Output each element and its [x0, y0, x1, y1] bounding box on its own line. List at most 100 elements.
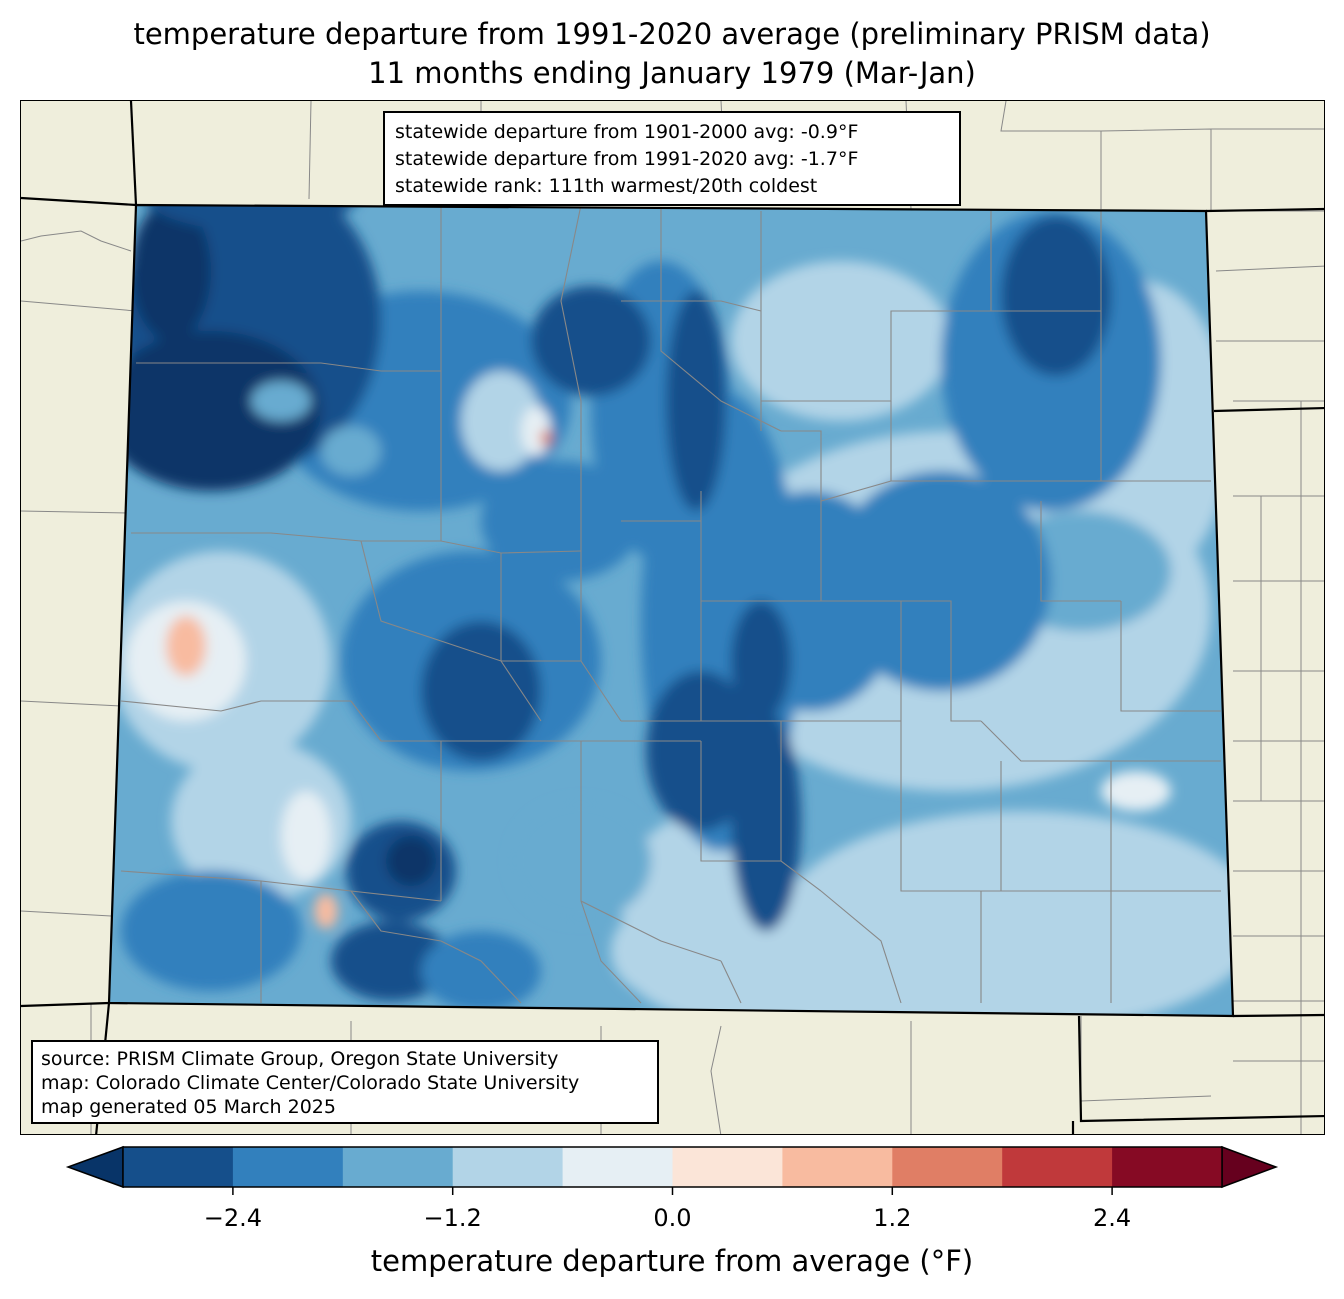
contour-blob [666, 291, 726, 511]
neighbor-county-line [1080, 1016, 1212, 1102]
contour-blob [731, 711, 801, 931]
neighbor-county-line [1000, 101, 1102, 209]
county-line [621, 300, 762, 312]
county-line [1120, 601, 1221, 712]
stats-rank: statewide rank: 111th warmest/20th colde… [395, 175, 818, 197]
statewide-stats-box: statewide departure from 1901-2000 avg: … [383, 111, 961, 206]
colorbar-segment [452, 1147, 564, 1187]
contour-blob [481, 461, 641, 581]
colorbar-segment [562, 1147, 673, 1187]
contour-blob [461, 371, 541, 471]
colorbar-segment [1002, 1147, 1113, 1187]
stats-departure-1991-2020: statewide departure from 1991-2020 avg: … [395, 148, 859, 170]
neighbor-county-line [710, 1025, 722, 1134]
neighbor-county-boundaries [21, 101, 1324, 1134]
county-line [580, 900, 642, 1004]
contour-blob [1001, 216, 1111, 376]
county-line [580, 551, 622, 722]
map-subtitle: 11 months ending January 1979 (Mar-Jan) [368, 56, 976, 90]
county-line [980, 720, 1221, 762]
county-line [820, 890, 902, 1004]
neighbor-county-line [308, 101, 312, 200]
county-line [360, 540, 581, 662]
neighbor-county-line [1215, 265, 1324, 272]
source-credits-box: source: PRISM Climate Group, Oregon Stat… [31, 1040, 659, 1124]
contour-blob [251, 381, 311, 421]
colorbar-segment [342, 1147, 454, 1187]
contour-blob [166, 616, 206, 676]
state-line [129, 101, 138, 206]
colorbar-tick-label: 2.4 [1093, 1204, 1131, 1232]
contour-blob [321, 426, 381, 476]
colorbar-tick-label: −1.2 [424, 1204, 482, 1232]
state-boundaries [21, 101, 1324, 1134]
state-line [1213, 406, 1324, 413]
colorbar-over-extension [1221, 1145, 1279, 1189]
state-line [1232, 1013, 1324, 1018]
neighbor-county-line [21, 300, 137, 312]
map-credit-line: map: Colorado Climate Center/Colorado St… [41, 1072, 580, 1094]
county-line [781, 430, 892, 502]
contour-blob [421, 621, 541, 761]
source-line: source: PRISM Climate Group, Oregon Stat… [41, 1048, 559, 1070]
county-line [890, 311, 1102, 482]
county-line [136, 362, 441, 372]
contour-blob [109, 331, 321, 491]
contour-blob [540, 430, 552, 446]
state-line [21, 1001, 110, 1008]
county-boundaries [120, 205, 1221, 1004]
contour-blob [141, 205, 361, 231]
colorbar-segment [892, 1147, 1003, 1187]
county-line [761, 211, 992, 402]
colorbar-label: temperature departure from average (°F) [370, 1244, 974, 1278]
map-title: temperature departure from 1991-2020 ave… [133, 17, 1211, 51]
state-line [1205, 207, 1324, 213]
colorbar-under-extension [65, 1145, 124, 1189]
colorado-temperature-map [21, 101, 1324, 1134]
county-line [660, 205, 782, 432]
neighbor-county-line [21, 700, 122, 707]
colorbar-segment [123, 1147, 234, 1187]
colorbar-tick-label: 1.2 [873, 1204, 911, 1232]
contour-blob [386, 836, 436, 886]
colorbar-segment [1112, 1147, 1223, 1187]
temperature-contours [109, 205, 1233, 1016]
county-line [350, 700, 441, 742]
colorbar-segment [672, 1147, 783, 1187]
contour-blob [1101, 771, 1171, 811]
neighbor-county-line [21, 910, 112, 917]
contour-blob [314, 893, 338, 929]
county-line [131, 532, 582, 554]
contour-blob [731, 261, 951, 421]
colorbar: −2.4 −1.2 0.0 1.2 2.4 [65, 1145, 1279, 1232]
county-line [500, 553, 542, 722]
colorbar-tick-label: −2.4 [204, 1204, 262, 1232]
county-line [120, 870, 442, 902]
neighbor-county-line [21, 510, 130, 514]
contour-blob [121, 871, 301, 991]
contour-blob [331, 921, 451, 1001]
colorbar-segment [232, 1147, 344, 1187]
county-line [700, 741, 822, 892]
contour-blob [731, 601, 791, 721]
map-panel [20, 100, 1325, 1135]
county-line [560, 205, 582, 551]
neighbor-county-line [21, 230, 132, 252]
contour-blob [611, 906, 711, 996]
neighbor-county-line [1100, 128, 1212, 211]
state-line [21, 196, 137, 207]
county-line [820, 501, 981, 722]
contour-blob [531, 286, 651, 396]
county-line [1040, 501, 1121, 602]
county-line [720, 960, 742, 1004]
stats-departure-1901-2000: statewide departure from 1901-2000 avg: … [395, 121, 859, 143]
generated-date-line: map generated 05 March 2025 [41, 1096, 336, 1118]
county-line [440, 940, 522, 1004]
colorbar-tick-label: 0.0 [653, 1204, 691, 1232]
contour-blob [131, 205, 211, 341]
county-line [580, 741, 722, 962]
contour-blob [421, 931, 541, 1011]
contour-blobs [109, 205, 1233, 1016]
state-line [1077, 1015, 1324, 1123]
county-line [350, 890, 442, 942]
